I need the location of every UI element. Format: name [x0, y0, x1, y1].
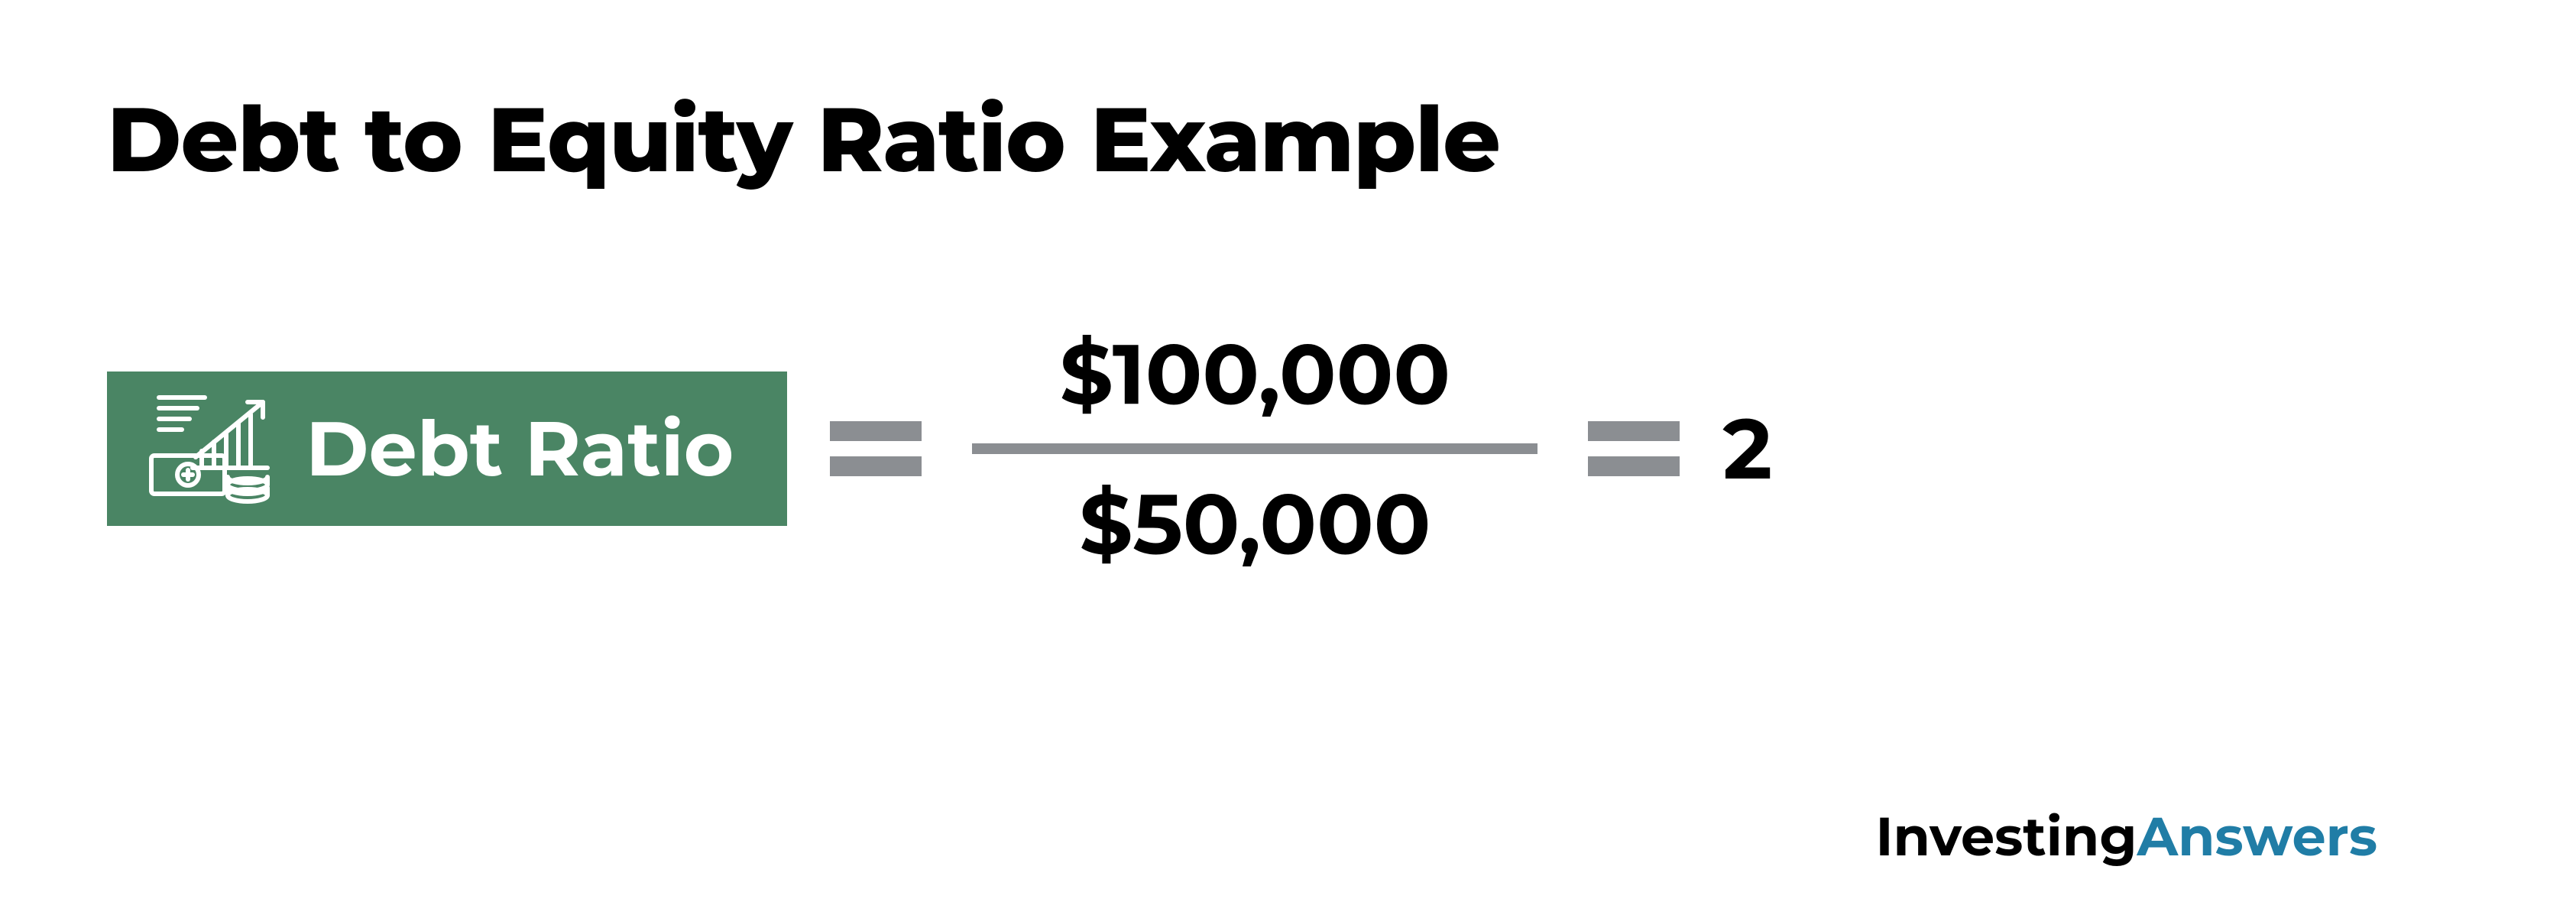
attribution-part1: Investing	[1876, 803, 2137, 869]
fraction-line	[972, 443, 1537, 454]
formula-row: Debt Ratio $100,000 $50,000 2	[107, 332, 2469, 566]
infographic-container: Debt to Equity Ratio Example	[0, 0, 2576, 566]
numerator-value: $100,000	[1060, 332, 1451, 416]
equals-sign-1	[830, 421, 922, 476]
result-value: 2	[1722, 397, 1772, 500]
attribution-part2: Answers	[2137, 803, 2377, 869]
debt-ratio-label: Debt Ratio	[306, 402, 734, 495]
fraction: $100,000 $50,000	[972, 332, 1537, 566]
denominator-value: $50,000	[1079, 482, 1431, 566]
attribution: InvestingAnswers	[1876, 803, 2377, 869]
debt-ratio-badge: Debt Ratio	[107, 372, 787, 526]
equals-sign-2	[1588, 421, 1680, 476]
page-title: Debt to Equity Ratio Example	[107, 84, 2469, 194]
finance-chart-icon	[145, 391, 275, 506]
